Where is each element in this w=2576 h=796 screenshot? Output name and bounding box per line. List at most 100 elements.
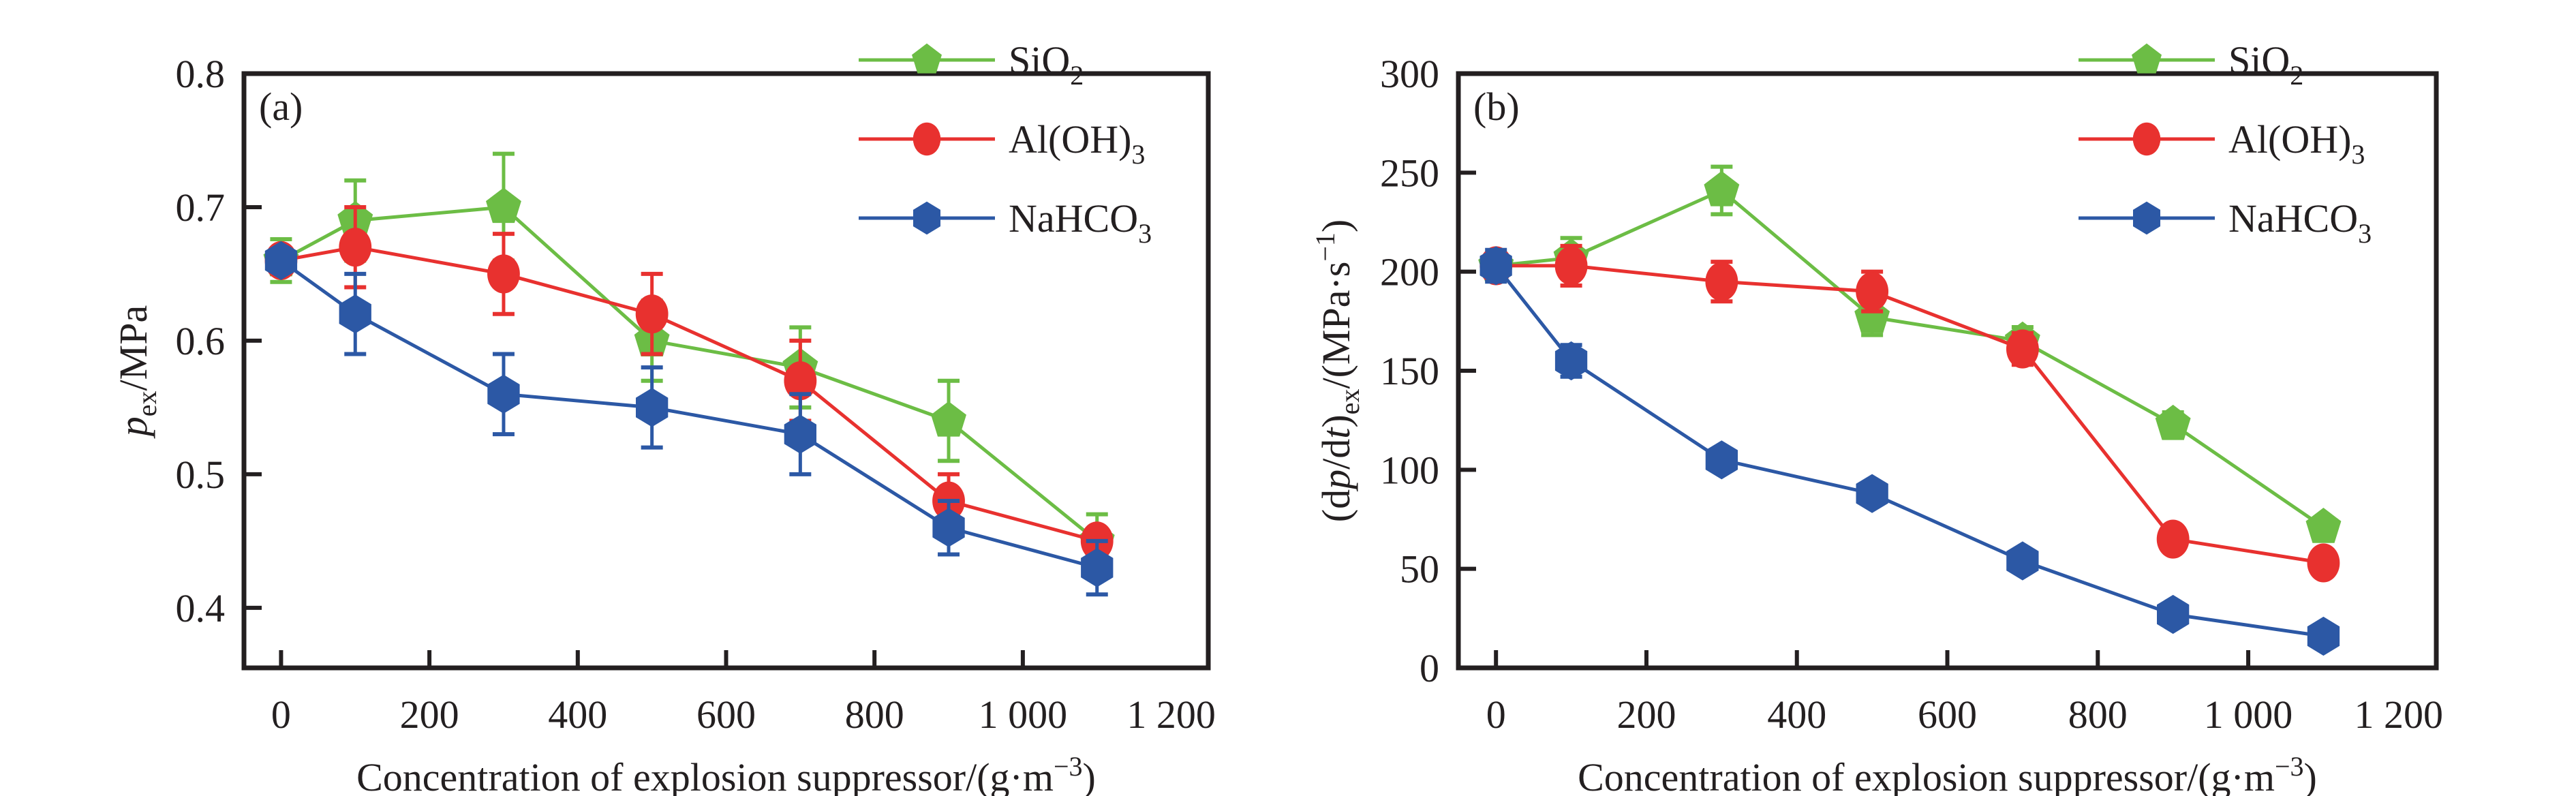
x-tick-label: 0: [271, 692, 291, 737]
legend-label: Al(OH)3: [1009, 117, 1145, 170]
series-line: [1495, 188, 2325, 529]
legend-label: SiO2: [2228, 38, 2303, 91]
legend-label: SiO2: [1009, 38, 1084, 91]
series-sio2: [1478, 164, 2342, 543]
x-axis-title-sup: −3: [2275, 751, 2304, 782]
data-point: [1479, 246, 1512, 286]
legend: SiO2 Al(OH)3 NaHCO3: [2079, 38, 2372, 249]
data-point: [1081, 548, 1114, 587]
data-point: [486, 187, 521, 224]
x-axis-title: Concentration of explosion suppressor/(g…: [1578, 751, 2317, 796]
legend-label-sub: 3: [2351, 139, 2365, 170]
legend-label-sub: 2: [2290, 60, 2303, 91]
data-point: [2307, 543, 2340, 583]
x-tick-label: 600: [696, 692, 756, 737]
data-point: [1704, 170, 1740, 206]
legend-item: Al(OH)3: [2079, 117, 2365, 170]
data-point: [2307, 616, 2340, 656]
legend-marker: [2132, 43, 2162, 74]
y-title-sub: ex: [132, 391, 162, 416]
series-line: [280, 245, 1098, 543]
data-point: [2155, 404, 2191, 440]
data-point: [487, 254, 520, 294]
data-point: [784, 361, 817, 401]
data-point: [931, 401, 966, 437]
x-tick-label: 800: [2068, 692, 2128, 737]
y-title-rest: /(MPa·s: [1314, 262, 1358, 389]
plot-area: 0.4 0.5 0.6 0.7 0.8 0 200 400 600 800 1 000 1 200: [176, 52, 1216, 737]
x-tick-label: 400: [1767, 692, 1826, 737]
data-point: [339, 294, 371, 334]
y-title-pre: (d: [1314, 489, 1358, 522]
legend-label-sub: 3: [2358, 218, 2372, 249]
x-tick-label: 600: [1918, 692, 1977, 737]
x-tick-label: 1 200: [2355, 692, 2444, 737]
data-point: [1705, 262, 1738, 301]
x-tick-label: 200: [400, 692, 459, 737]
legend-marker: [2132, 122, 2161, 156]
legend-label-main: NaHCO: [1009, 196, 1138, 241]
x-axis-title-main: Concentration of explosion suppressor/(g…: [1578, 755, 2275, 796]
y-title-sup: −1: [1310, 232, 1340, 262]
series-nahco3: [1479, 246, 2340, 656]
y-tick-label: 200: [1380, 250, 1439, 294]
data-point: [2006, 541, 2039, 581]
series-line: [279, 259, 1098, 570]
legend-marker: [912, 43, 942, 74]
panel-label: (a): [259, 85, 303, 129]
legend-marker: [913, 122, 941, 156]
x-axis-title: Concentration of explosion suppressor/(g…: [356, 751, 1096, 796]
y-axis-title: pex/MPa: [111, 305, 162, 439]
panel-label: (b): [1473, 85, 1520, 129]
y-tick-label: 150: [1380, 349, 1439, 393]
y-title-mid: /d: [1314, 439, 1358, 470]
data-point: [2157, 594, 2190, 634]
data-point: [264, 241, 298, 280]
x-axis-title-end: ): [2304, 755, 2317, 796]
y-tick-label: 0.7: [176, 185, 226, 230]
series-aloh3: [1479, 243, 2340, 583]
legend-item: SiO2: [2079, 38, 2303, 91]
data-point: [487, 374, 520, 414]
y-title-close: ): [1314, 414, 1358, 427]
y-title-var1: p: [1314, 470, 1358, 492]
plot-area: 0 50 100 150 200 250 300 0 200 400 600 800 1 000 1 20…: [1380, 52, 2443, 737]
data-point: [1554, 341, 1588, 381]
data-point: [784, 414, 816, 454]
legend-item: NaHCO3: [859, 196, 1152, 249]
legend: SiO2 Al(OH)3 NaHCO3: [859, 38, 1152, 249]
series-line: [1494, 264, 2324, 638]
y-title-end: ): [1314, 219, 1358, 232]
y-axis-title-text: pex/MPa: [111, 305, 162, 439]
y-tick-label: 0.6: [176, 319, 226, 363]
series-sio2: [263, 151, 1115, 570]
data-point: [1554, 246, 1588, 286]
x-tick-label: 800: [845, 692, 904, 737]
data-point: [2305, 508, 2342, 543]
y-tick-label: 50: [1400, 547, 1439, 592]
data-point: [2156, 519, 2190, 559]
y-tick-label: 100: [1380, 448, 1439, 492]
data-point: [932, 508, 965, 547]
x-tick-label: 1 000: [2204, 692, 2293, 737]
data-point: [636, 388, 669, 427]
x-axis-title-sup: −3: [1054, 751, 1083, 782]
legend-label-sub: 2: [1070, 60, 1084, 91]
legend-item: Al(OH)3: [859, 117, 1145, 170]
y-title-rest: /MPa: [111, 305, 155, 391]
y-axis-title: (dp/dt)ex/(MPa·s−1): [1310, 219, 1365, 522]
x-tick-label: 200: [1616, 692, 1676, 737]
y-title-var: p: [111, 416, 155, 439]
y-axis-title-text: (dp/dt)ex/(MPa·s−1): [1310, 219, 1365, 522]
y-tick-label: 250: [1380, 151, 1439, 195]
y-tick-label: 0.8: [176, 52, 226, 96]
legend-label-main: Al(OH): [1009, 117, 1131, 162]
series-nahco3: [264, 241, 1114, 597]
legend-label: NaHCO3: [2228, 196, 2372, 249]
series-line: [1496, 264, 2324, 565]
y-tick-label: 0: [1420, 646, 1439, 690]
legend-label: NaHCO3: [1009, 196, 1152, 249]
y-tick-label: 300: [1380, 52, 1439, 96]
